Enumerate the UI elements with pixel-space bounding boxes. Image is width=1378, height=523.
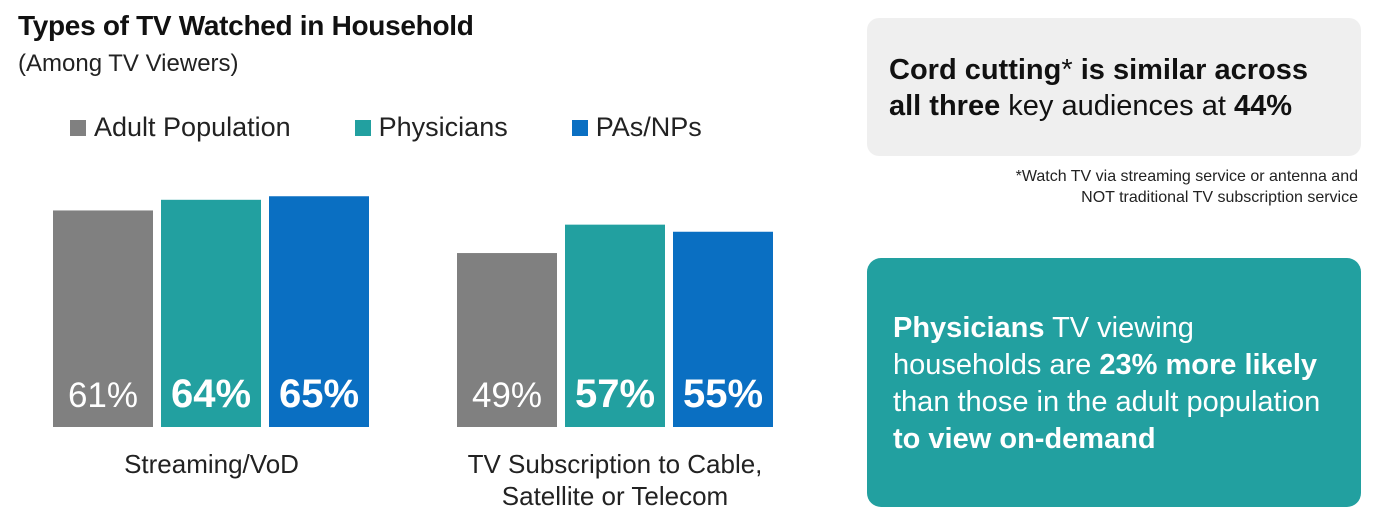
data-label-streaming-pas-nps: 65%: [279, 372, 359, 416]
category-label-tv-subscription: TV Subscription to Cable, Satellite or T…: [430, 448, 800, 512]
data-label-tv-subscription-physicians: 57%: [575, 372, 655, 416]
data-label-tv-subscription-adult-population: 49%: [472, 376, 542, 415]
data-label-tv-subscription-pas-nps: 55%: [683, 372, 763, 416]
bar-chart: 61% 64% 65% 49% 57% 55%: [53, 196, 773, 427]
callout-households-text: TV viewing households are: [893, 312, 1194, 381]
legend-swatch-pas-nps: [571, 119, 588, 136]
bar-tv-subscription-physicians: [565, 224, 665, 427]
legend-item-adult-population: Adult Population: [70, 112, 291, 143]
data-label-streaming-adult-population: 61%: [68, 376, 138, 415]
legend-label-adult-population: Adult Population: [94, 112, 291, 142]
physicians-callout: Physicians TV viewing households are 23%…: [867, 258, 1361, 507]
callout-on-demand: to view on-demand: [893, 423, 1156, 455]
callout-cord-cutting-term: Cord cutting: [889, 54, 1062, 86]
category-label-streaming: Streaming/VoD: [53, 448, 370, 480]
callout-similar-text: is similar across all three: [889, 54, 1309, 122]
callout-asterisk: *: [1061, 54, 1073, 86]
callout-more-likely: 23% more likely: [1099, 349, 1318, 381]
callout-physicians-term: Physicians: [893, 312, 1045, 344]
category-label-streaming-line-1: Streaming/VoD: [124, 449, 299, 479]
legend-swatch-adult-population: [70, 119, 86, 136]
footnote-line-2: NOT traditional TV subscription service: [1081, 189, 1358, 206]
callout-percentage: 44%: [1233, 90, 1293, 122]
legend-swatch-physicians: [354, 119, 371, 136]
bar-tv-subscription-adult-population: [457, 253, 557, 427]
cord-cutting-callout: Cord cutting* is similar across all thre…: [867, 18, 1361, 156]
legend-item-pas-nps: PAs/NPs: [571, 112, 702, 143]
data-label-streaming-physicians: 64%: [171, 372, 251, 416]
chart-subtitle: (Among TV Viewers): [18, 50, 239, 77]
legend: Adult Population Physicians PAs/NPs: [70, 112, 766, 143]
legend-label-pas-nps: PAs/NPs: [595, 112, 702, 142]
category-label-tv-subscription-line-1: TV Subscription to Cable,: [467, 449, 763, 479]
callout-adult-population-text: than those in the adult population: [893, 386, 1321, 418]
footnote-line-1: *Watch TV via streaming service or anten…: [1015, 168, 1358, 185]
bar-streaming-adult-population: [53, 210, 153, 427]
category-label-tv-subscription-line-2: Satellite or Telecom: [501, 481, 729, 511]
legend-label-physicians: Physicians: [378, 112, 508, 142]
legend-item-physicians: Physicians: [354, 112, 508, 143]
bar-streaming-physicians: [161, 199, 261, 427]
callout-key-audiences-text: key audiences at: [1000, 90, 1234, 122]
footnote: *Watch TV via streaming service or anten…: [878, 166, 1358, 208]
bar-streaming-pas-nps: [269, 196, 369, 427]
bar-tv-subscription-pas-nps: [673, 231, 773, 427]
chart-title: Types of TV Watched in Household: [18, 10, 474, 41]
